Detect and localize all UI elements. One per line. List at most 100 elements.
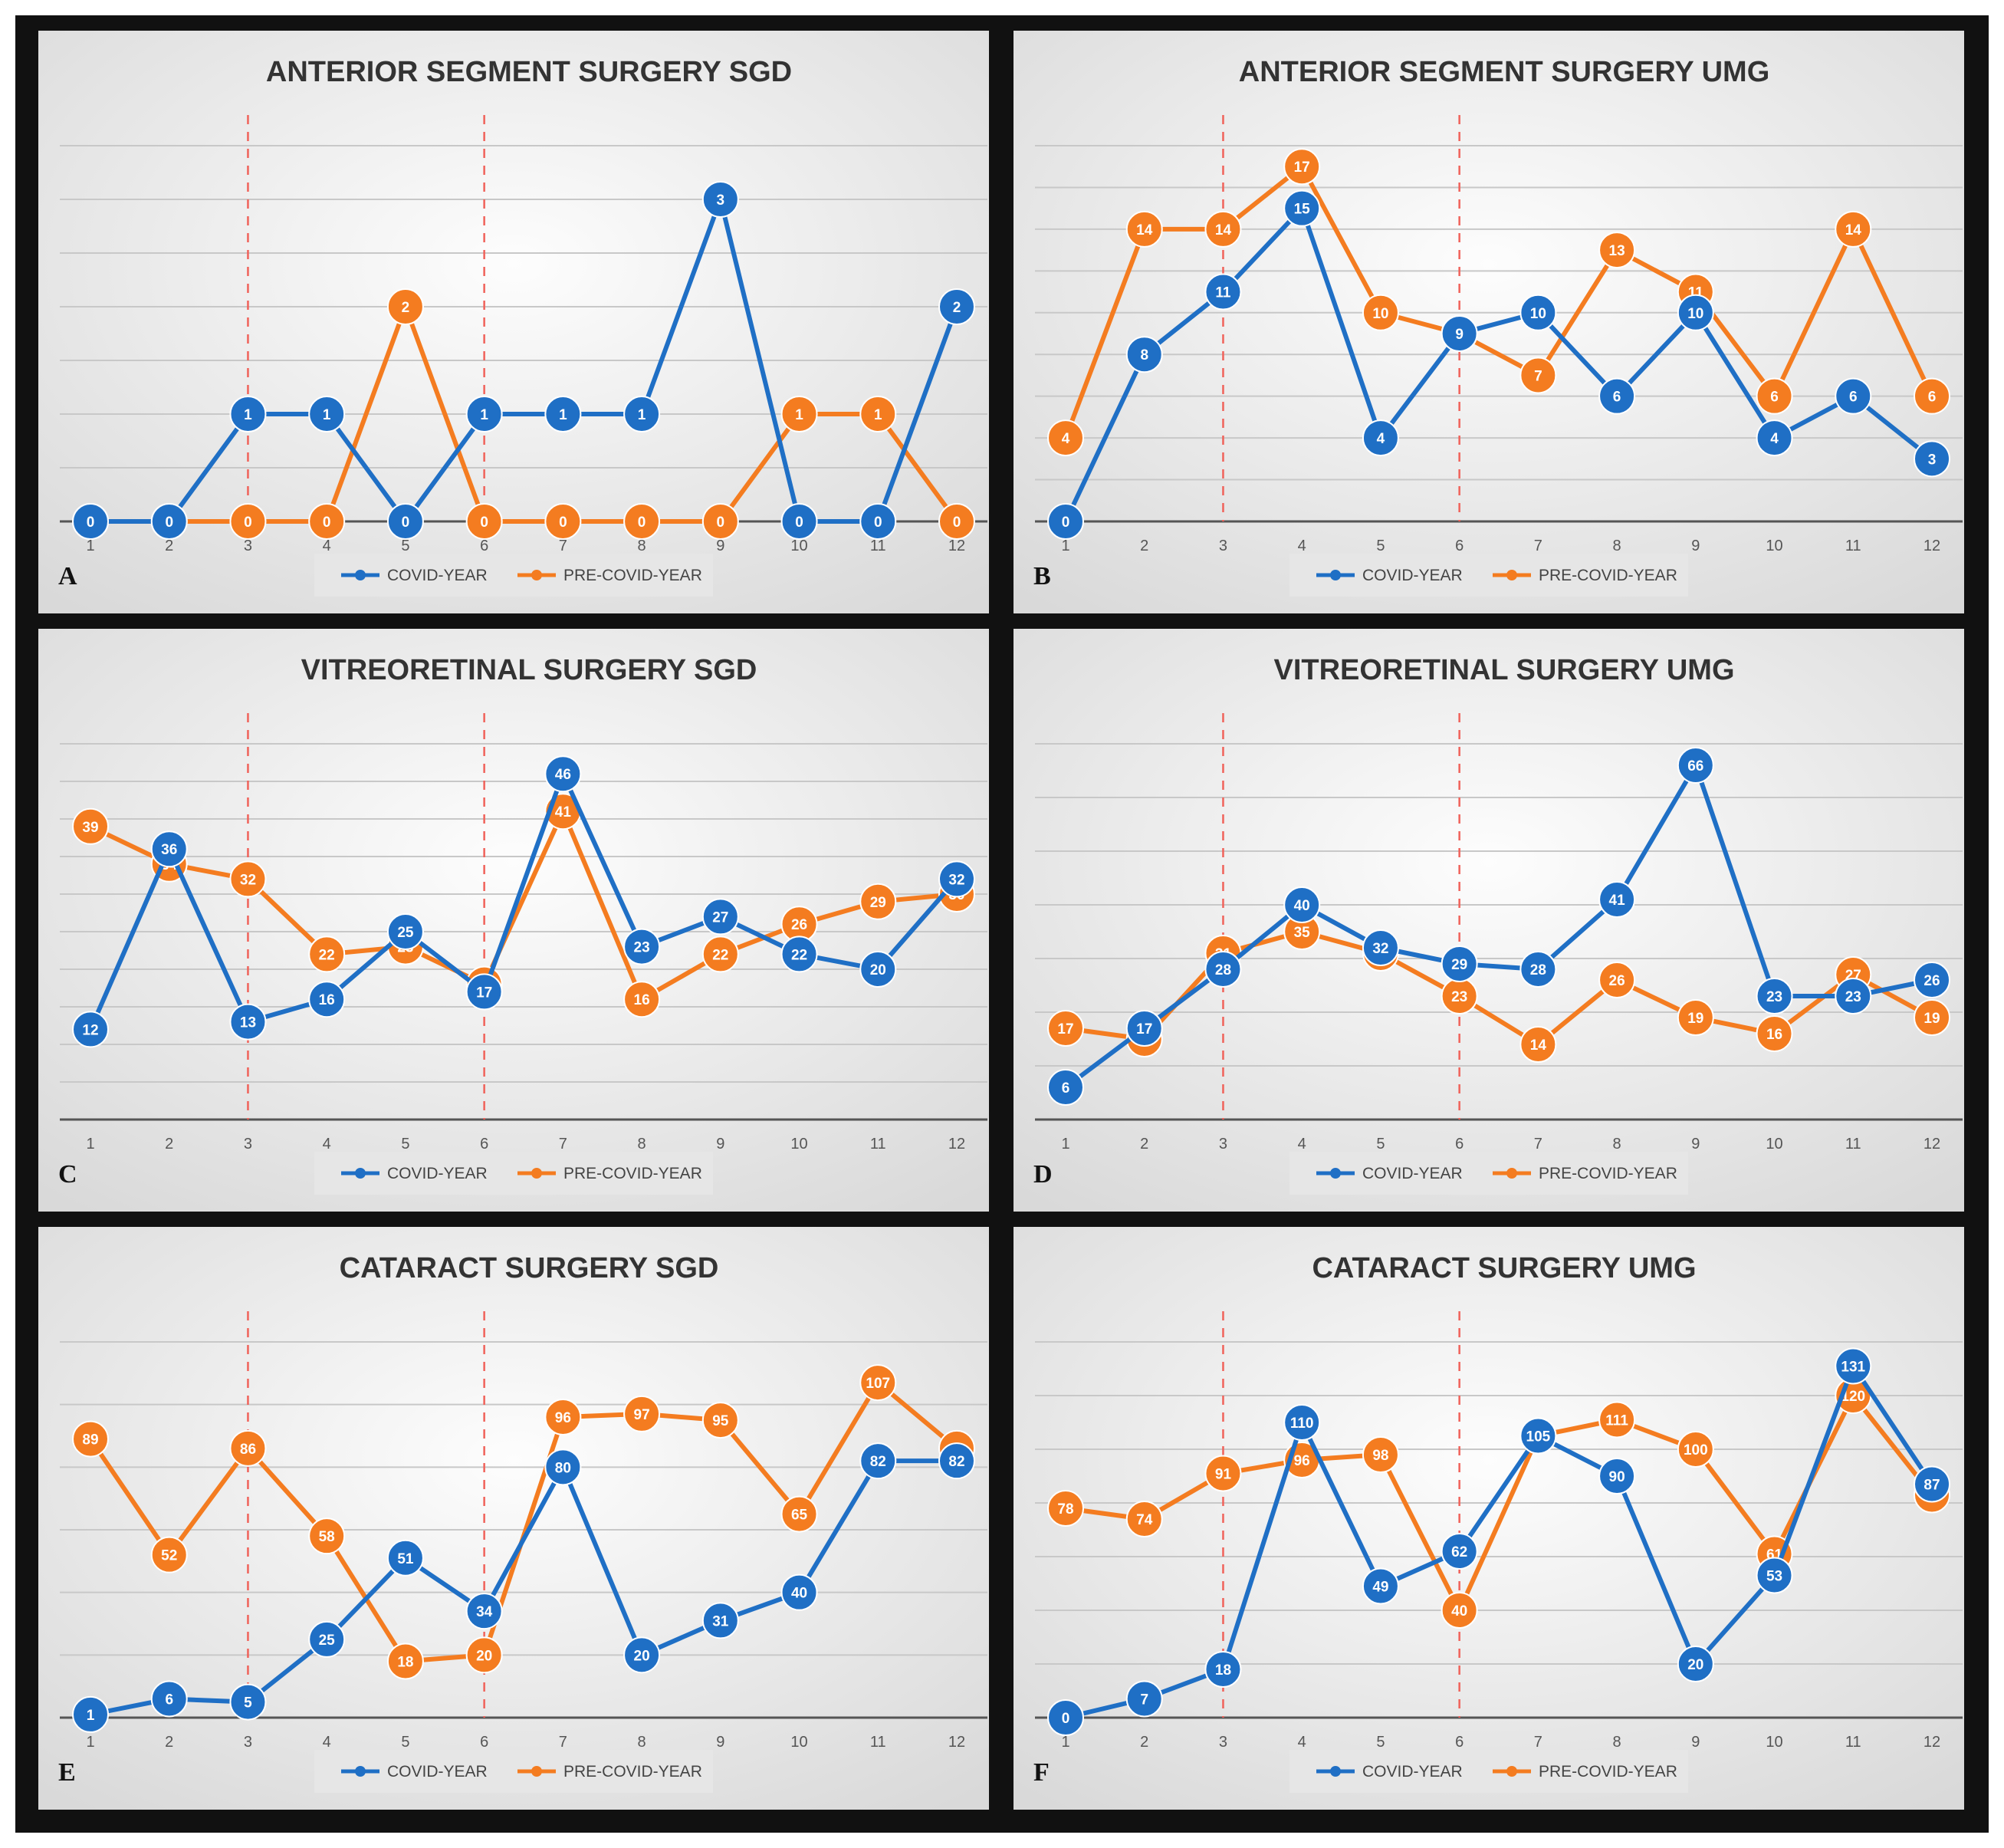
x-tick-label: 5 bbox=[1376, 538, 1385, 554]
x-tick-label: 5 bbox=[1376, 1136, 1385, 1153]
data-point bbox=[1047, 419, 1084, 457]
data-label: 0 bbox=[874, 515, 882, 531]
data-point bbox=[229, 1003, 267, 1041]
x-tick-label: 3 bbox=[244, 1734, 252, 1751]
data-point bbox=[1835, 210, 1872, 248]
data-label: 82 bbox=[870, 1454, 886, 1470]
x-tick-label: 1 bbox=[1061, 1136, 1069, 1153]
data-label: 28 bbox=[1215, 962, 1231, 978]
data-label: 29 bbox=[870, 895, 886, 911]
x-tick-label: 6 bbox=[480, 1734, 488, 1751]
data-label: 0 bbox=[717, 515, 725, 531]
x-tick-label: 6 bbox=[480, 538, 488, 554]
data-label: 40 bbox=[1294, 898, 1310, 914]
data-label: 32 bbox=[240, 872, 256, 888]
data-label: 89 bbox=[82, 1432, 98, 1448]
data-point bbox=[1756, 419, 1793, 457]
data-label: 16 bbox=[319, 992, 335, 1008]
data-label: 29 bbox=[1451, 957, 1467, 973]
data-label: 46 bbox=[555, 767, 571, 783]
data-label: 6 bbox=[1062, 1080, 1070, 1097]
data-label: 19 bbox=[1687, 1011, 1703, 1027]
data-point bbox=[1519, 1026, 1557, 1063]
x-tick-label: 3 bbox=[1219, 1136, 1227, 1153]
chart-background bbox=[1013, 1227, 1964, 1810]
data-point bbox=[701, 181, 739, 218]
data-label: 31 bbox=[712, 1613, 729, 1629]
chart-title: ANTERIOR SEGMENT SURGERY SGD bbox=[266, 56, 792, 88]
data-point bbox=[938, 1442, 975, 1480]
x-tick-label: 6 bbox=[1455, 1136, 1464, 1153]
data-label: 1 bbox=[559, 407, 567, 423]
x-tick-label: 4 bbox=[323, 538, 331, 554]
data-label: 15 bbox=[1294, 202, 1311, 218]
legend-label: PRE-COVID-YEAR bbox=[563, 567, 702, 584]
data-label: 80 bbox=[555, 1460, 571, 1476]
data-label: 0 bbox=[402, 515, 410, 531]
data-point bbox=[1519, 951, 1557, 988]
data-point bbox=[859, 1364, 897, 1402]
data-point bbox=[701, 503, 739, 540]
data-point bbox=[1441, 945, 1478, 982]
data-label: 19 bbox=[1924, 1011, 1940, 1027]
data-label: 18 bbox=[397, 1655, 413, 1671]
legend-swatch-dot bbox=[1330, 570, 1341, 580]
data-label: 20 bbox=[634, 1648, 650, 1664]
legend-swatch-dot bbox=[355, 1766, 366, 1777]
data-point bbox=[1677, 294, 1714, 331]
data-point bbox=[1598, 881, 1636, 918]
data-point bbox=[938, 503, 975, 540]
x-tick-label: 9 bbox=[716, 538, 724, 554]
data-point bbox=[465, 396, 503, 432]
legend: COVID-YEAR PRE-COVID-YEAR bbox=[314, 1750, 713, 1793]
legend-swatch-dot bbox=[1506, 570, 1517, 580]
data-label: 105 bbox=[1526, 1429, 1551, 1445]
chart-background bbox=[38, 1227, 989, 1810]
data-label: 39 bbox=[82, 820, 98, 836]
data-point bbox=[229, 1429, 267, 1467]
data-point bbox=[1598, 1458, 1636, 1495]
data-point bbox=[1283, 189, 1321, 227]
x-tick-label: 8 bbox=[638, 538, 646, 554]
data-point bbox=[1047, 503, 1084, 540]
data-point bbox=[150, 1680, 188, 1718]
data-label: 10 bbox=[1530, 306, 1546, 322]
data-point bbox=[859, 503, 897, 540]
chart-background bbox=[38, 31, 989, 613]
data-label: 98 bbox=[1372, 1448, 1388, 1464]
chart-panel-d: VITREORETINAL SURGERY UMG 1 2 3 4 5 6 7 8 9 10 11 12… bbox=[1013, 629, 1964, 1212]
x-tick-label: 3 bbox=[1219, 1734, 1227, 1751]
legend: COVID-YEAR PRE-COVID-YEAR bbox=[314, 1152, 713, 1195]
data-point bbox=[465, 1593, 503, 1630]
data-point bbox=[1914, 440, 1950, 478]
data-label: 86 bbox=[240, 1442, 256, 1458]
x-tick-label: 1 bbox=[86, 538, 94, 554]
x-tick-label: 2 bbox=[1140, 1734, 1148, 1751]
data-point bbox=[544, 1448, 582, 1486]
data-point bbox=[1283, 886, 1321, 923]
legend-swatch-dot bbox=[1506, 1766, 1517, 1777]
legend: COVID-YEAR PRE-COVID-YEAR bbox=[1289, 1152, 1688, 1195]
data-label: 20 bbox=[870, 962, 886, 978]
x-tick-label: 9 bbox=[716, 1136, 724, 1153]
data-point bbox=[1047, 1699, 1084, 1736]
x-tick-label: 11 bbox=[870, 538, 886, 554]
data-label: 32 bbox=[948, 872, 964, 888]
data-point bbox=[1756, 1557, 1793, 1594]
x-tick-label: 3 bbox=[1219, 538, 1227, 554]
x-tick-label: 9 bbox=[1691, 538, 1700, 554]
data-point bbox=[938, 860, 975, 898]
x-tick-label: 12 bbox=[1924, 538, 1940, 554]
data-point bbox=[1914, 999, 1950, 1036]
data-label: 0 bbox=[165, 515, 173, 531]
data-point bbox=[386, 913, 424, 950]
data-point bbox=[386, 1539, 424, 1577]
data-point bbox=[544, 503, 582, 540]
data-label: 0 bbox=[795, 515, 803, 531]
data-label: 36 bbox=[161, 842, 177, 858]
data-point bbox=[308, 1620, 346, 1658]
data-label: 34 bbox=[476, 1604, 493, 1620]
data-point bbox=[1441, 1533, 1478, 1570]
data-label: 6 bbox=[1613, 390, 1621, 406]
x-tick-label: 9 bbox=[1691, 1136, 1700, 1153]
